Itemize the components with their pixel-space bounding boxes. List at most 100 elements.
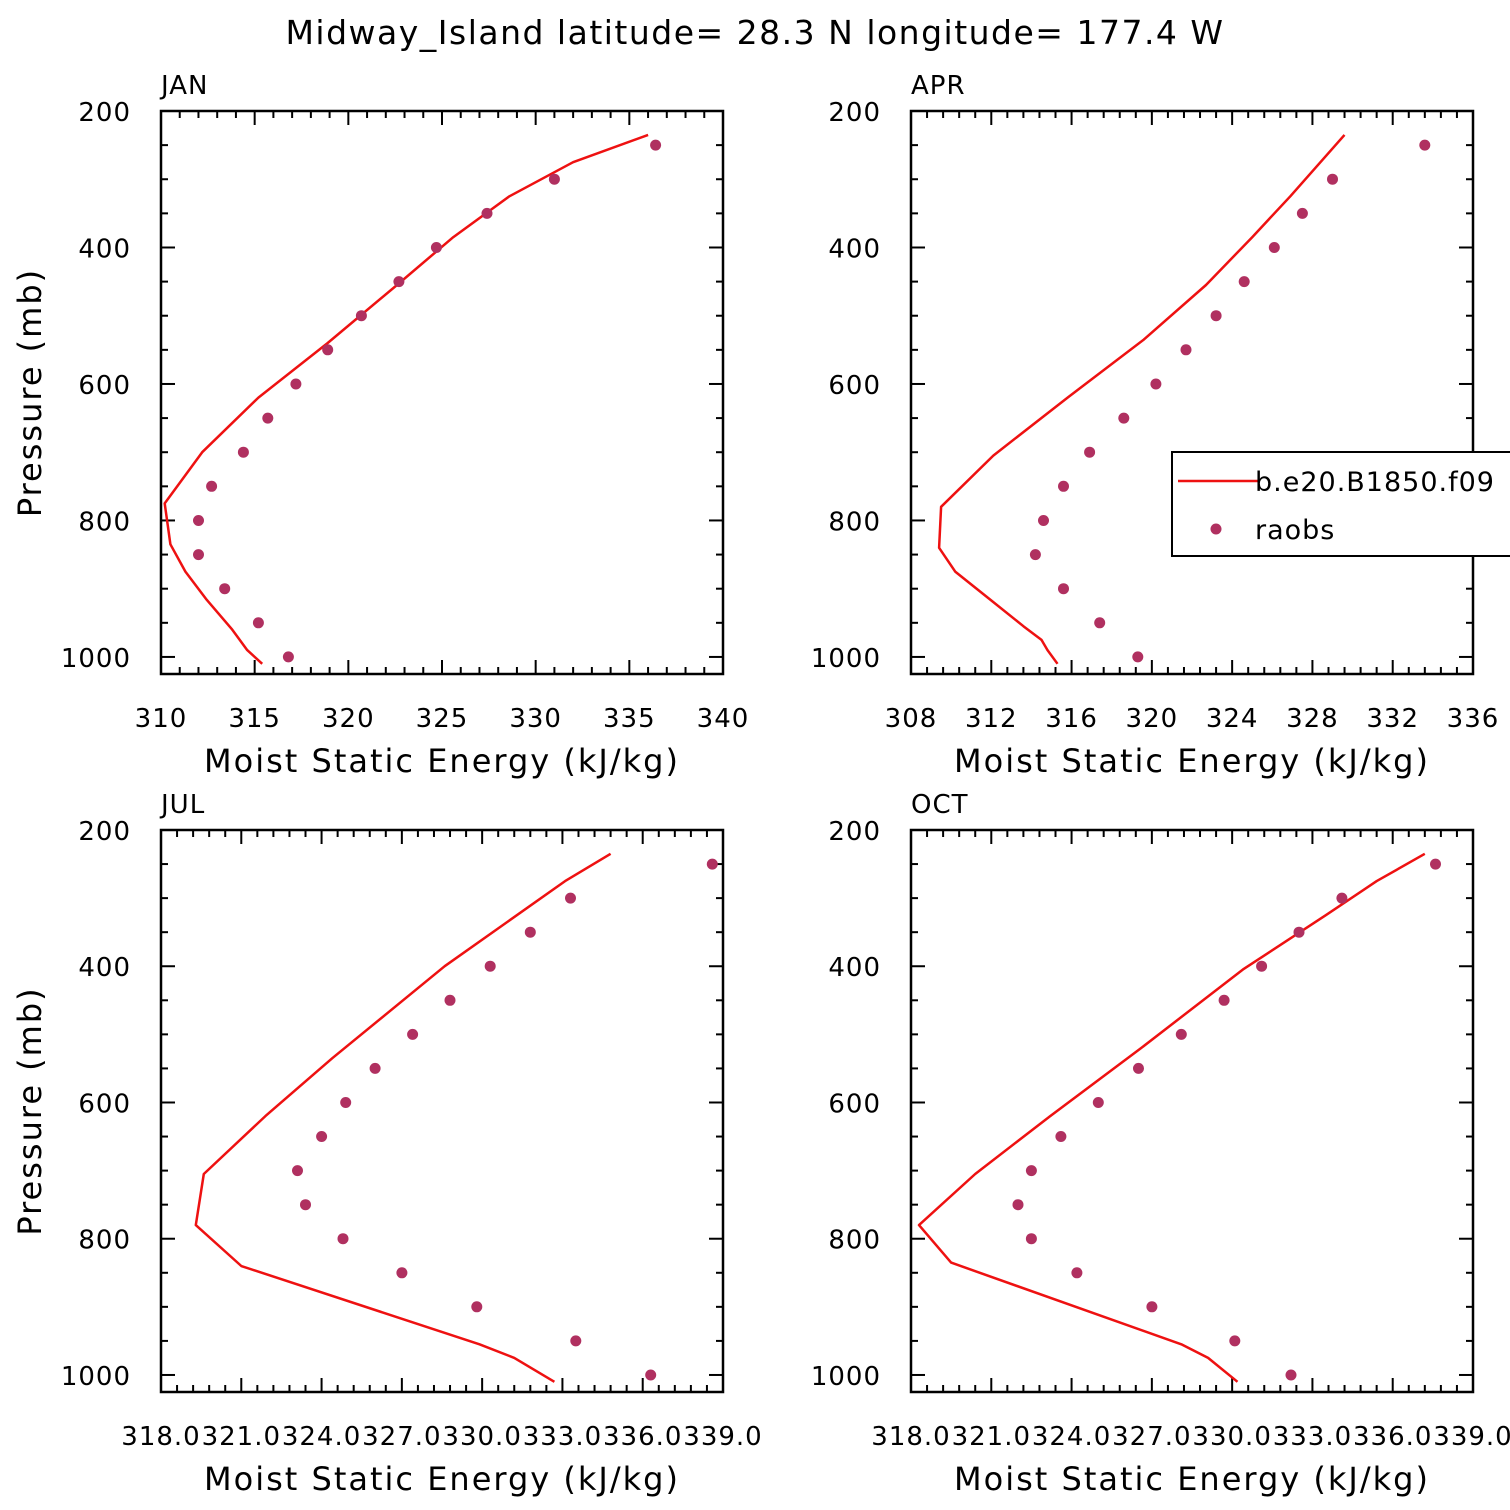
y-tick-label: 200 [78, 817, 131, 847]
obs-point [1029, 549, 1041, 561]
x-tick-label: 321.0 [952, 1422, 1031, 1452]
x-tick-label: 335 [603, 704, 656, 734]
obs-point [570, 1335, 582, 1347]
x-tick-label: 330 [509, 704, 562, 734]
x-tick-label: 321.0 [202, 1422, 281, 1452]
obs-point [1285, 1369, 1297, 1381]
model-line [194, 852, 612, 1383]
panel-oct: 200 400 600 800 1000 318.0 321.0 324.0 327.0 330.… [811, 790, 1510, 1498]
y-tick-label: 400 [78, 953, 131, 983]
panel-label: JAN [159, 71, 208, 101]
x-tick-label: 330.0 [442, 1422, 521, 1452]
x-tick-label: 310 [135, 704, 188, 734]
x-tick-label: 336.0 [603, 1422, 682, 1452]
panel-jul: 200 400 600 800 1000 318.0 321.0 324.0 327.0 330.… [11, 790, 762, 1498]
obs-point [645, 1369, 657, 1381]
obs-point [393, 276, 405, 288]
obs-point [340, 1097, 352, 1108]
obs-point [481, 207, 493, 219]
x-tick-label: 318.0 [871, 1422, 950, 1452]
data-layer [937, 134, 1431, 665]
y-tick-label: 800 [828, 1226, 881, 1256]
y-tick-label: 200 [78, 98, 131, 128]
y-tick-label: 400 [828, 234, 881, 264]
obs-point [1058, 480, 1069, 492]
panel-label: APR [911, 71, 966, 101]
obs-point [322, 344, 334, 356]
y-tick-label: 1000 [61, 644, 131, 674]
legend: b.e20.B1850.f09 raobs [1171, 451, 1510, 557]
obs-point [1058, 583, 1069, 595]
obs-point [471, 1301, 483, 1313]
obs-point [1268, 242, 1280, 253]
x-tick-label: 339.0 [1433, 1422, 1510, 1452]
obs-point [252, 617, 264, 629]
obs-point [292, 1165, 303, 1177]
x-tick-label: 324.0 [282, 1422, 361, 1452]
obs-point [1293, 926, 1305, 938]
obs-point [1229, 1335, 1241, 1347]
x-tick-label: 336.0 [1353, 1422, 1432, 1452]
y-tick-label: 600 [828, 1089, 881, 1119]
x-tick-label: 308 [885, 704, 938, 734]
x-tick-label: 328 [1286, 704, 1339, 734]
obs-point [1327, 173, 1338, 185]
x-tick-label: 336 [1447, 704, 1500, 734]
y-tick-label: 800 [828, 507, 881, 537]
obs-point [1025, 1233, 1037, 1245]
obs-point [1025, 1165, 1037, 1177]
plot-frame [909, 109, 1475, 676]
obs-point [1336, 892, 1348, 904]
obs-point [337, 1233, 349, 1245]
obs-point [1071, 1267, 1083, 1279]
obs-point [1084, 446, 1096, 458]
legend-box [1171, 451, 1510, 557]
x-axis-title: Moist Static Energy (kJ/kg) [954, 742, 1430, 780]
x-tick-label: 333.0 [523, 1422, 602, 1452]
obs-point [565, 892, 576, 904]
x-tick-label: 315 [228, 704, 281, 734]
obs-point [1118, 412, 1130, 424]
obs-point [1175, 1028, 1187, 1040]
obs-point [430, 242, 442, 253]
obs-point [407, 1028, 419, 1040]
x-tick-label: 320 [1126, 704, 1179, 734]
obs-point [262, 412, 274, 424]
x-tick-label: 325 [416, 704, 469, 734]
y-tick-label: 200 [828, 98, 881, 128]
data-layer [917, 852, 1441, 1383]
x-tick-label: 312 [965, 704, 1018, 734]
obs-point [444, 994, 456, 1006]
x-tick-label: 333.0 [1273, 1422, 1352, 1452]
x-tick-label: 324.0 [1032, 1422, 1111, 1452]
x-tick-label: 320 [322, 704, 375, 734]
x-tick-label: 318.0 [121, 1422, 200, 1452]
obs-point [1132, 651, 1144, 663]
y-tick-label: 1000 [811, 644, 881, 674]
x-tick-label: 316 [1045, 704, 1098, 734]
legend-obs-marker [1210, 523, 1222, 535]
x-tick-label: 339.0 [683, 1422, 762, 1452]
obs-point [1038, 515, 1049, 526]
obs-point [650, 139, 662, 151]
obs-point [524, 926, 536, 938]
obs-point [369, 1062, 381, 1074]
obs-point [1133, 1062, 1144, 1074]
plot-frame [909, 828, 1475, 1394]
obs-point [1210, 310, 1222, 322]
model-line [917, 852, 1426, 1383]
y-tick-label: 800 [78, 507, 131, 537]
plot-frame [159, 828, 725, 1394]
obs-point [1256, 960, 1268, 972]
obs-point [484, 960, 496, 972]
y-tick-label: 1000 [61, 1362, 131, 1392]
obs-point [355, 310, 367, 322]
obs-point [1094, 617, 1106, 629]
model-line [163, 133, 649, 665]
obs-point [316, 1131, 328, 1142]
obs-point [300, 1199, 311, 1211]
obs-point [1012, 1199, 1024, 1211]
